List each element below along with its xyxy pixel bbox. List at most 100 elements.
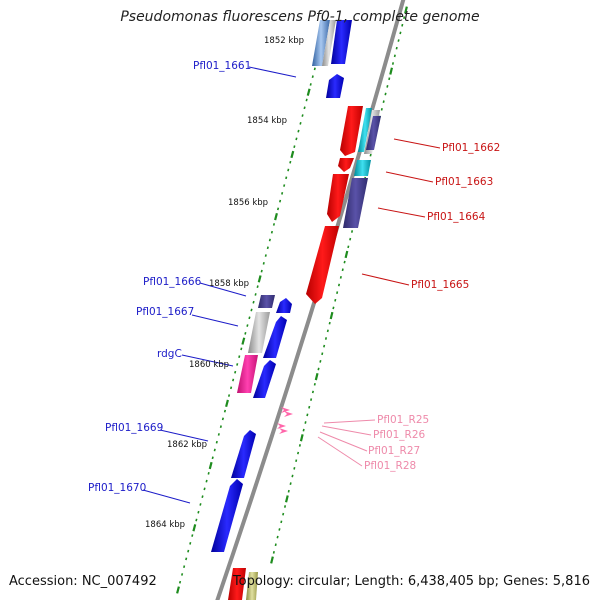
gene-label-pfl01-1664[interactable]: Pfl01_1664: [427, 211, 486, 223]
tick-left: [215, 440, 218, 444]
tick-left: [178, 580, 182, 584]
tick-right: [304, 421, 307, 424]
tick-left: [266, 246, 269, 250]
tick-right: [313, 382, 316, 386]
tick-right: [334, 298, 337, 302]
gene-block-top-grey: [322, 20, 336, 66]
tick-right: [287, 489, 290, 493]
plus-strand-features: [211, 20, 352, 600]
tick-right: [323, 344, 326, 348]
gene-pfl01-1664-arrow[interactable]: [327, 174, 349, 222]
gene-pfl01-1663-cyan[interactable]: [354, 160, 371, 176]
tick-left: [279, 199, 282, 203]
gene-label-pfl01-1666[interactable]: Pfl01_1666: [143, 276, 202, 288]
trna-pfl01-r26[interactable]: [284, 411, 293, 417]
gene-label-rdgc[interactable]: rdgC: [157, 348, 182, 360]
gene-label-pfl01-1663[interactable]: Pfl01_1663: [435, 176, 494, 188]
gene-label-pfl01-1669[interactable]: Pfl01_1669: [105, 422, 164, 434]
gene-pfl01-1666b-arrow[interactable]: [276, 298, 292, 313]
tick-right: [347, 245, 350, 249]
gene-rdgc-block[interactable]: [237, 355, 258, 393]
gene-pfl01-1667-block[interactable]: [248, 312, 270, 353]
tick-right: [382, 100, 385, 104]
gene-pfl01-1670-arrow[interactable]: [211, 479, 243, 552]
tick-right: [391, 62, 395, 65]
trna-pfl01-r27[interactable]: [277, 423, 286, 429]
tick-right: [329, 311, 334, 320]
gene-rdgc-arrow[interactable]: [253, 360, 276, 398]
gene-block-top-sky: [312, 20, 330, 66]
tick-left: [301, 114, 304, 117]
tick-left: [241, 337, 246, 345]
gene-label-pfl01-1665[interactable]: Pfl01_1665: [411, 279, 470, 291]
tick-right: [293, 466, 296, 470]
gene-pfl01-1667-arrow[interactable]: [263, 316, 287, 358]
leader-line-rdgc: [181, 354, 234, 367]
gene-label-pfl01-r28[interactable]: Pfl01_R28: [364, 460, 417, 472]
gene-pfl01-1662-arrow[interactable]: [340, 106, 363, 156]
tick-right: [278, 528, 281, 531]
gene-label-pfl01-1661[interactable]: Pfl01_1661: [193, 60, 252, 72]
tick-right: [343, 260, 346, 264]
tick-right: [314, 373, 319, 381]
gene-pfl01-1664-purple[interactable]: [343, 178, 368, 228]
tick-right: [401, 23, 404, 27]
tick-left: [217, 433, 220, 436]
tick-right: [276, 535, 279, 539]
gene-label-pfl01-r25[interactable]: Pfl01_R25: [377, 414, 430, 426]
tick-right: [395, 46, 398, 50]
tick-left: [290, 150, 295, 159]
tick-left: [246, 324, 249, 327]
gene-label-pfl01-1667[interactable]: Pfl01_1667: [136, 306, 195, 318]
gene-pfl01-1666-arrow[interactable]: [258, 295, 275, 308]
tick-right: [337, 283, 341, 287]
tick-right: [349, 237, 352, 241]
gene-pfl01-1665-arrow[interactable]: [306, 226, 339, 304]
gene-block-top-blue: [331, 20, 352, 64]
tick-right: [317, 367, 320, 371]
tick-right: [324, 337, 328, 340]
trna-pfl01-r28[interactable]: [279, 428, 288, 434]
accession-text: Accession: NC_007492: [9, 574, 157, 589]
tick-left: [205, 479, 208, 483]
trna-pfl01-r25[interactable]: [281, 407, 290, 413]
tick-right: [321, 352, 324, 356]
leader-line-pfl01-1664: [377, 207, 426, 218]
tick-right: [403, 16, 406, 19]
tick-right: [397, 39, 400, 42]
kbp-label: 1856 kbp: [228, 198, 269, 208]
tick-left: [203, 487, 206, 491]
gene-label-pfl01-1670[interactable]: Pfl01_1670: [88, 482, 147, 494]
leader-line-pfl01-1670: [142, 489, 191, 504]
gene-label-pfl01-r26[interactable]: Pfl01_R26: [373, 429, 426, 441]
tick-right: [291, 474, 294, 478]
kbp-label: 1858 kbp: [209, 279, 250, 289]
tick-right: [319, 360, 322, 363]
tick-right: [328, 321, 331, 325]
gene-pfl01-1663-arrow[interactable]: [338, 158, 354, 172]
page-title: Pseudomonas fluorescens Pf0-1, complete …: [120, 9, 480, 25]
tick-right: [389, 67, 394, 75]
gene-label-pfl01-1662[interactable]: Pfl01_1662: [442, 142, 501, 154]
gene-pfl01-1662-purple[interactable]: [366, 116, 381, 150]
tick-right: [311, 390, 315, 394]
gene-pfl01-1662-cyan[interactable]: [358, 108, 372, 152]
tick-right: [399, 31, 402, 35]
gene-pfl01-1669-arrow[interactable]: [231, 430, 256, 478]
gene-label-pfl01-r27[interactable]: Pfl01_R27: [368, 445, 421, 457]
tick-right: [308, 405, 311, 409]
leader-line-pfl01-1661: [248, 66, 297, 78]
tick-left: [303, 106, 306, 110]
tick-left: [260, 269, 263, 273]
tick-left: [257, 275, 262, 283]
tick-left: [225, 399, 229, 407]
gene-pfl01-1661-arrow[interactable]: [326, 74, 344, 98]
tick-left: [230, 386, 233, 390]
tick-left: [283, 184, 286, 187]
kbp-label: 1864 kbp: [145, 520, 186, 530]
tick-left: [234, 370, 237, 374]
leader-line-pfl01-1665: [361, 273, 410, 286]
tick-left: [276, 207, 280, 211]
scale-ticks: [176, 6, 408, 594]
